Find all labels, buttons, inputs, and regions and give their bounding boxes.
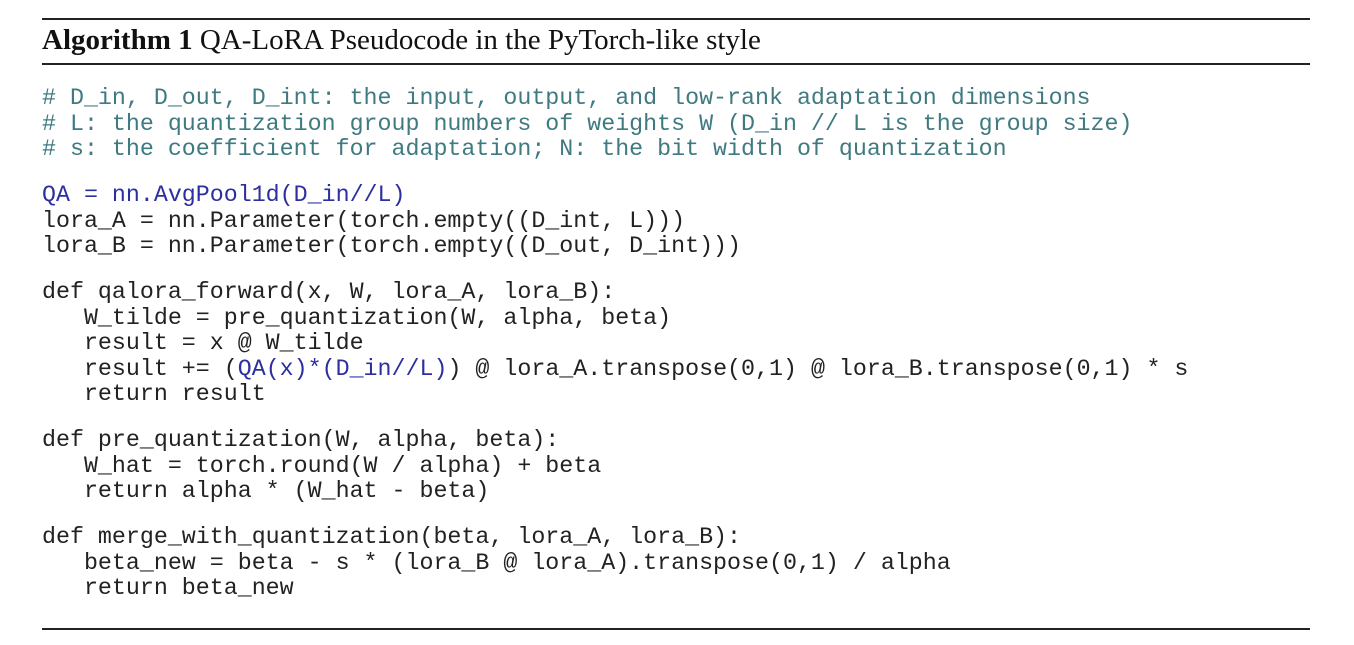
code-segment: ) @ lora_A.transpose(0,1) @ lora_B.trans… (447, 355, 1189, 382)
algorithm-caption: QA-LoRA Pseudocode in the PyTorch-like s… (199, 24, 761, 56)
code-line: # s: the coefficient for adaptation; N: … (42, 136, 1188, 163)
code-segment: # L: the quantization group numbers of w… (42, 110, 1133, 137)
code-block: QA = nn.AvgPool1d(D_in//L) lora_A = nn.Pa… (42, 182, 1188, 260)
algorithm-title: Algorithm 1 QA-LoRA Pseudocode in the Py… (42, 24, 761, 57)
code-line: return result (42, 381, 1188, 408)
code-line: result += (QA(x)*(D_in//L)) @ lora_A.tra… (42, 355, 1189, 383)
code-listing: # D_in, D_out, D_int: the input, output,… (42, 85, 1189, 622)
code-line: QA = nn.AvgPool1d(D_in//L) (42, 182, 1188, 209)
code-line: lora_A = nn.Parameter(torch.empty((D_int… (42, 207, 1188, 235)
code-segment: def merge_with_quantization(beta, lora_A… (42, 524, 742, 550)
code-line: def merge_with_quantization(beta, lora_A… (42, 524, 1188, 551)
title-rule (42, 63, 1310, 65)
code-segment: lora_A = nn.Parameter(torch.empty((D_int… (42, 207, 686, 234)
code-segment: result = x @ W_tilde (42, 330, 364, 356)
code-block: def merge_with_quantization(beta, lora_A… (42, 524, 1188, 602)
code-block: def pre_quantization(W, alpha, beta): W_… (42, 427, 1188, 505)
top-rule (42, 18, 1310, 20)
code-line: W_tilde = pre_quantization(W, alpha, bet… (42, 304, 1188, 332)
code-line: return alpha * (W_hat - beta) (42, 478, 1188, 505)
code-line: # D_in, D_out, D_int: the input, output,… (42, 85, 1188, 112)
code-line: def qalora_forward(x, W, lora_A, lora_B)… (42, 279, 1188, 306)
code-line: return beta_new (42, 575, 1188, 602)
algorithm-label: Algorithm 1 (42, 24, 193, 56)
code-segment: W_tilde = pre_quantization(W, alpha, bet… (42, 304, 672, 331)
code-segment: return beta_new (42, 575, 294, 601)
code-segment: lora_B = nn.Parameter(torch.empty((D_out… (42, 233, 742, 259)
code-line: result = x @ W_tilde (42, 330, 1188, 357)
code-segment: W_hat = torch.round(W / alpha) + beta (42, 452, 602, 479)
code-segment: def qalora_forward(x, W, lora_A, lora_B)… (42, 279, 616, 305)
code-line: beta_new = beta - s * (lora_B @ lora_A).… (42, 549, 1188, 577)
code-line: lora_B = nn.Parameter(torch.empty((D_out… (42, 233, 1188, 260)
code-segment: def pre_quantization(W, alpha, beta): (42, 427, 560, 453)
code-segment: QA(x)*(D_in//L) (237, 355, 448, 382)
code-segment: beta_new = beta - s * (lora_B @ lora_A).… (42, 549, 951, 576)
code-block: def qalora_forward(x, W, lora_A, lora_B)… (42, 279, 1189, 408)
code-line: # L: the quantization group numbers of w… (42, 110, 1188, 138)
bottom-rule (42, 628, 1310, 630)
code-line: W_hat = torch.round(W / alpha) + beta (42, 452, 1188, 480)
code-segment: QA = nn.AvgPool1d(D_in//L) (42, 182, 406, 208)
code-segment: return alpha * (W_hat - beta) (42, 478, 490, 504)
code-segment: return result (42, 381, 266, 407)
code-block: # D_in, D_out, D_int: the input, output,… (42, 85, 1188, 163)
code-line: def pre_quantization(W, alpha, beta): (42, 427, 1188, 454)
code-segment: result += ( (42, 355, 238, 382)
code-segment: # s: the coefficient for adaptation; N: … (42, 136, 1007, 162)
code-segment: # D_in, D_out, D_int: the input, output,… (42, 85, 1091, 111)
